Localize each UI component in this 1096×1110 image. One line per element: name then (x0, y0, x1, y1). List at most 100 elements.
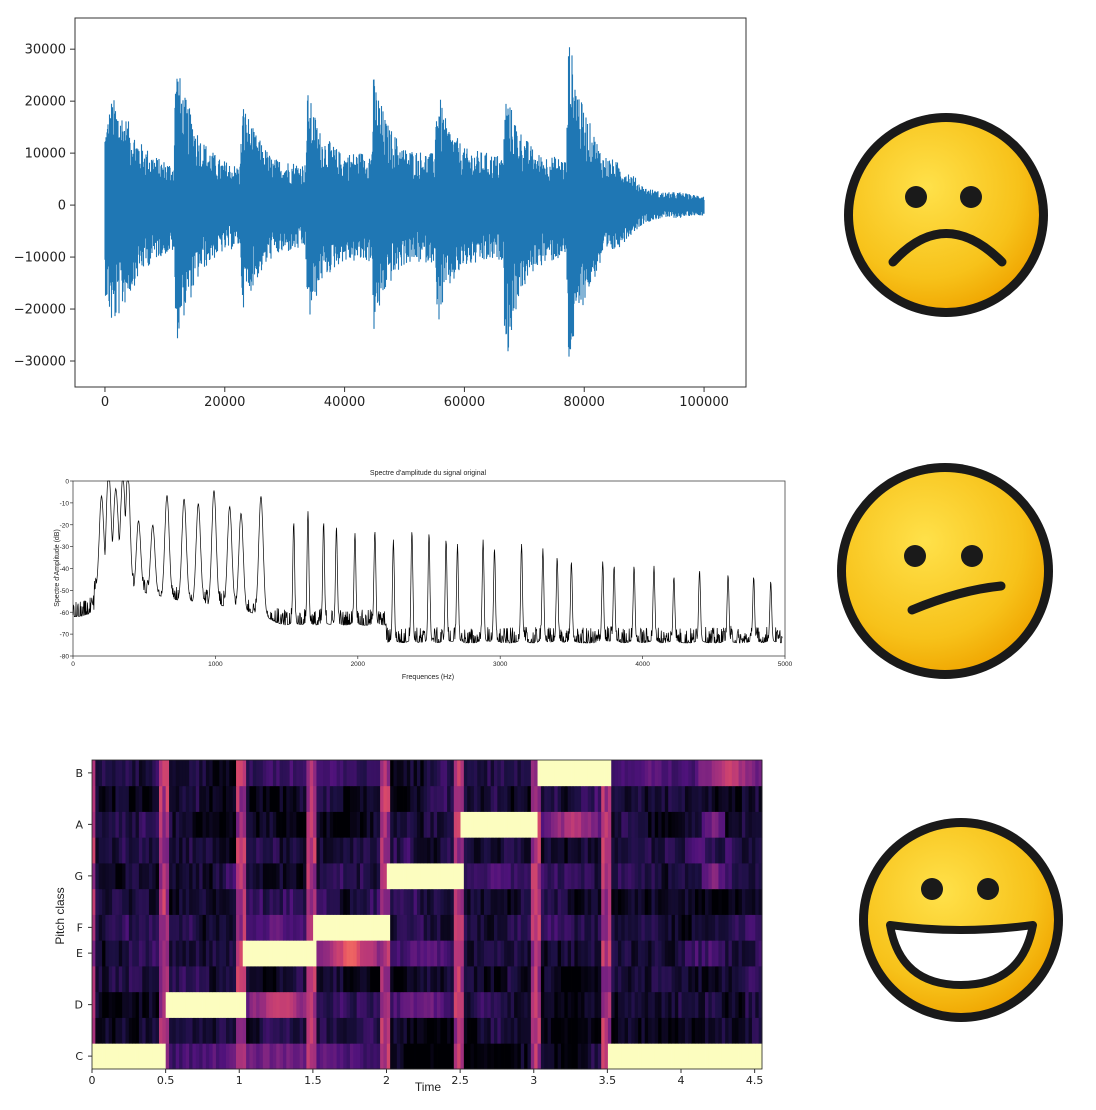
chroma-cell (745, 811, 749, 838)
chroma-cell (617, 888, 622, 915)
chroma-cell (112, 888, 116, 915)
chroma-cell (617, 966, 622, 993)
chroma-cell (534, 966, 538, 993)
chroma-cell (594, 940, 599, 967)
chroma-cell (182, 888, 187, 915)
chroma-cell (239, 811, 244, 838)
chroma-cell (440, 1017, 445, 1044)
chroma-cell (209, 863, 213, 890)
chroma-cell (561, 914, 565, 941)
chroma-cell (343, 940, 347, 967)
chroma-cell (423, 837, 428, 864)
chroma-cell (564, 991, 569, 1018)
chroma-cell (249, 1043, 254, 1070)
chroma-cell (718, 1043, 723, 1070)
chroma-cell (581, 914, 585, 941)
chroma-cell (641, 940, 646, 967)
chroma-cell (152, 811, 157, 838)
chromagram-x-tick-label: 0.5 (157, 1074, 175, 1087)
chroma-cell (604, 837, 609, 864)
chroma-cell (339, 760, 344, 787)
chroma-cell (671, 1043, 676, 1070)
chroma-cell (651, 1017, 656, 1044)
chroma-cell (212, 1017, 217, 1044)
chroma-cell (624, 863, 629, 890)
chroma-cell (698, 837, 703, 864)
chroma-cell (450, 837, 455, 864)
chroma-cell (390, 940, 394, 967)
chroma-cell (108, 785, 113, 812)
chroma-cell (735, 888, 739, 915)
chroma-cell (162, 940, 167, 967)
chroma-cell (671, 811, 676, 838)
chroma-cell (490, 1017, 495, 1044)
chroma-cell (420, 991, 425, 1018)
chroma-cell (738, 940, 743, 967)
chroma-cell (179, 811, 183, 838)
chroma-cell (252, 888, 257, 915)
chroma-cell (276, 991, 280, 1018)
waveform-x-tick-label: 40000 (324, 395, 365, 410)
chroma-cell (406, 863, 411, 890)
chroma-cell (684, 837, 689, 864)
chroma-cell (380, 811, 384, 838)
chromagram-x-label: Time (415, 1080, 442, 1094)
chroma-cell (105, 914, 110, 941)
chroma-cell (316, 785, 321, 812)
chroma-cell (195, 966, 200, 993)
chroma-cell (189, 1043, 193, 1070)
chroma-cell (520, 1043, 525, 1070)
chroma-cell (148, 940, 153, 967)
chroma-cell (537, 1017, 542, 1044)
chroma-cell (708, 1043, 713, 1070)
chroma-cell (299, 940, 304, 967)
chroma-cell (604, 863, 609, 890)
chroma-cell (427, 991, 431, 1018)
chroma-cell (684, 940, 689, 967)
chroma-cell (366, 1017, 371, 1044)
chroma-cell (480, 811, 485, 838)
chroma-cell (229, 991, 234, 1018)
chroma-cell (460, 1043, 465, 1070)
chroma-cell (309, 914, 314, 941)
chroma-cell (684, 991, 689, 1018)
chroma-cell (403, 785, 408, 812)
chroma-cell (246, 888, 250, 915)
chroma-cell (591, 888, 595, 915)
chroma-cell (725, 1017, 729, 1044)
chroma-cell (356, 1017, 361, 1044)
chroma-cell (624, 966, 629, 993)
chroma-cell (728, 991, 733, 1018)
chroma-cell (507, 888, 512, 915)
chroma-cell (571, 760, 575, 787)
chroma-cell (574, 991, 579, 1018)
chroma-cell (537, 940, 542, 967)
chroma-cell (758, 785, 763, 812)
chroma-cell (212, 760, 217, 787)
chroma-cell (380, 991, 384, 1018)
chroma-cell (447, 966, 451, 993)
chroma-cell (460, 940, 465, 967)
chroma-cell (705, 1043, 709, 1070)
chroma-cell (554, 785, 559, 812)
chroma-cell (212, 991, 217, 1018)
chroma-cell (212, 837, 217, 864)
chroma-cell (447, 863, 451, 890)
chroma-cell (376, 1043, 381, 1070)
chroma-cell (698, 785, 703, 812)
chroma-cell (276, 966, 280, 993)
chroma-cell (738, 991, 743, 1018)
chroma-cell (731, 888, 736, 915)
chroma-cell (557, 811, 562, 838)
chroma-cell (155, 888, 160, 915)
chroma-cell (326, 837, 331, 864)
chroma-cell (172, 991, 177, 1018)
chroma-cell (386, 1017, 391, 1044)
chroma-cell (219, 1017, 224, 1044)
chroma-cell (299, 837, 304, 864)
chroma-cell (661, 940, 666, 967)
chroma-cell (738, 914, 743, 941)
chroma-cell (189, 863, 193, 890)
chroma-cell (591, 1043, 595, 1070)
chroma-cell (400, 991, 404, 1018)
